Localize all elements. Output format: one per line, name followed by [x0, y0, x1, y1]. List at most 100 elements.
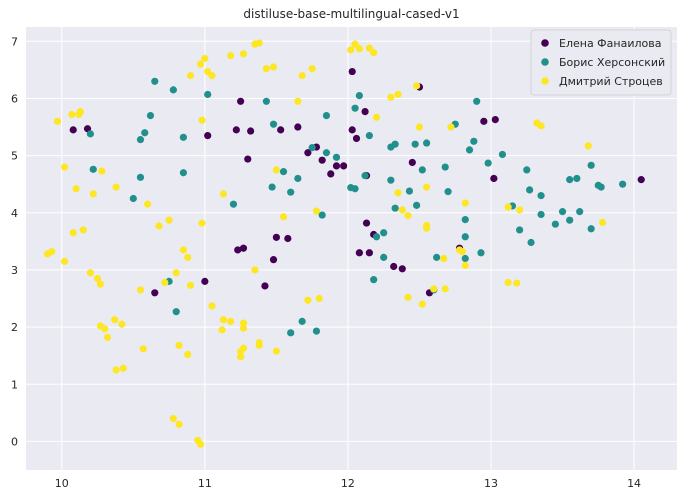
data-point: [365, 44, 373, 52]
data-point: [255, 338, 263, 347]
data-point: [312, 327, 321, 335]
data-point: [93, 274, 102, 283]
data-point: [169, 86, 177, 94]
data-point: [394, 189, 402, 197]
data-point: [361, 172, 369, 180]
data-point: [151, 289, 159, 297]
data-point: [365, 249, 373, 257]
data-point: [179, 169, 187, 177]
data-point: [387, 176, 395, 184]
data-point: [351, 185, 359, 193]
data-point: [461, 233, 469, 241]
data-point: [198, 219, 206, 227]
data-point: [355, 91, 363, 100]
data-point: [175, 420, 183, 428]
data-point: [79, 226, 87, 234]
y-tick-label: 3: [11, 264, 18, 277]
data-point: [89, 190, 97, 198]
data-point: [576, 208, 584, 216]
data-point: [61, 163, 69, 171]
legend-label: Елена Фанаилова: [559, 37, 661, 50]
data-point: [196, 440, 205, 448]
data-point: [413, 82, 421, 90]
data-point: [229, 200, 238, 208]
data-point: [447, 123, 455, 131]
data-point: [204, 90, 212, 99]
data-point: [513, 279, 521, 287]
data-point: [269, 120, 278, 128]
data-point: [196, 60, 205, 68]
x-tick-label: 14: [627, 477, 641, 490]
data-point: [405, 187, 414, 195]
data-point: [573, 174, 581, 183]
data-point: [269, 256, 278, 264]
data-point: [458, 248, 466, 256]
data-point: [461, 216, 469, 224]
data-point: [441, 163, 449, 171]
data-point: [255, 39, 263, 47]
chart-title: distiluse-base-multilingual-cased-v1: [243, 7, 459, 21]
data-point: [516, 206, 524, 214]
data-point: [179, 133, 187, 141]
data-point: [239, 244, 248, 252]
data-point: [322, 149, 331, 157]
data-point: [461, 254, 469, 263]
data-point: [430, 285, 438, 293]
data-point: [584, 142, 592, 150]
data-point: [391, 140, 399, 148]
data-point: [352, 134, 361, 143]
data-point: [504, 203, 512, 211]
data-point: [269, 63, 278, 71]
data-point: [322, 112, 331, 120]
data-point: [279, 213, 288, 221]
x-tick-label: 10: [55, 477, 69, 490]
data-point: [315, 294, 323, 303]
data-point: [111, 316, 119, 324]
plot-area: [26, 27, 677, 470]
data-point: [527, 238, 535, 247]
legend: Елена Фанаилова Борис Херсонский Дмитрий С…: [530, 29, 672, 96]
data-point: [201, 277, 209, 285]
legend-box: [530, 29, 672, 96]
data-point: [390, 262, 398, 271]
data-point: [404, 293, 412, 301]
data-point: [372, 113, 381, 121]
data-point: [227, 51, 235, 60]
legend-label: Борис Херсонский: [559, 56, 665, 69]
data-point: [597, 183, 605, 191]
data-point: [398, 265, 406, 273]
data-point: [262, 97, 270, 105]
y-tick-label: 1: [11, 378, 18, 391]
data-point: [96, 280, 104, 288]
data-point: [244, 155, 252, 163]
data-point: [491, 116, 499, 124]
data-point: [112, 366, 120, 374]
data-point: [411, 140, 419, 148]
data-point: [218, 326, 226, 334]
data-point: [239, 324, 248, 332]
data-point: [277, 126, 285, 134]
data-point: [444, 188, 452, 196]
data-point: [308, 65, 316, 73]
data-point: [619, 180, 627, 188]
data-point: [227, 317, 235, 325]
data-point: [294, 174, 302, 183]
data-point: [308, 144, 316, 152]
data-point: [208, 71, 216, 80]
y-tick-label: 7: [11, 35, 18, 48]
data-point: [387, 93, 395, 101]
data-point: [480, 117, 488, 125]
data-point: [558, 208, 567, 216]
data-point: [287, 188, 295, 196]
data-point: [172, 269, 180, 277]
data-point: [408, 158, 416, 167]
data-point: [566, 176, 574, 184]
data-point: [198, 116, 206, 124]
data-point: [61, 257, 69, 265]
data-point: [72, 185, 80, 193]
data-point: [318, 211, 326, 219]
data-point: [239, 344, 248, 352]
scatter-points: [43, 39, 645, 448]
data-point: [272, 347, 280, 355]
data-point: [112, 183, 120, 191]
